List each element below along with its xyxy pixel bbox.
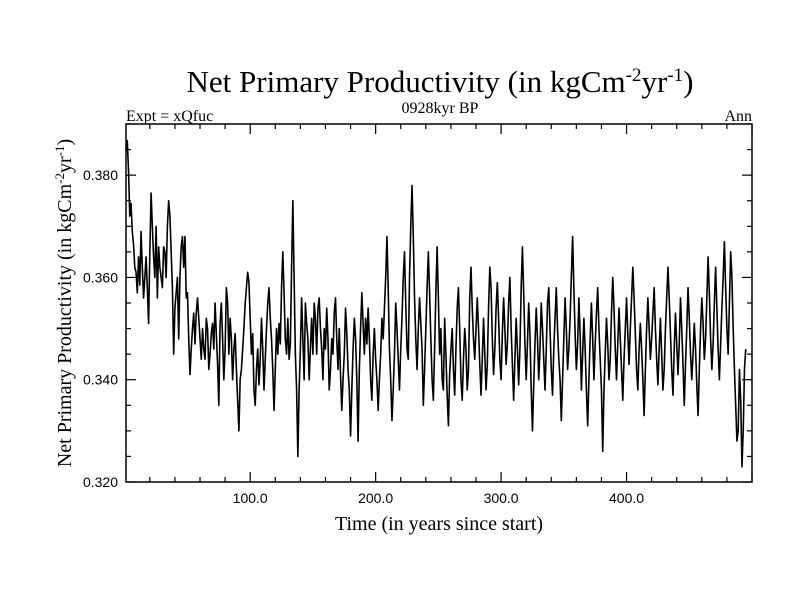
- title-main: Net Primary Productivity (in kgCm: [187, 64, 626, 99]
- chart-title: Net Primary Productivity (in kgCm-2yr-1): [187, 64, 694, 99]
- y-tick-label: 0.320: [83, 474, 118, 490]
- x-tick-label: 300.0: [484, 490, 519, 506]
- season-label: Ann: [724, 108, 752, 125]
- x-tick-label: 400.0: [609, 490, 644, 506]
- y-axis-label: Net Primary Productivity (in kgCm-2yr-1): [52, 139, 76, 467]
- ylabel-mid: yr: [54, 156, 76, 173]
- y-tick-label: 0.360: [83, 269, 118, 285]
- npp-series-line: [125, 139, 747, 468]
- title-sup-2: -1: [667, 65, 683, 86]
- y-tick-label: 0.340: [83, 372, 118, 388]
- x-axis-ticks: 100.0 200.0 300.0 400.0: [149, 124, 753, 506]
- ylabel-sup-2: -1: [52, 146, 67, 157]
- x-tick-label: 200.0: [358, 490, 393, 506]
- ylabel-end: ): [54, 139, 76, 146]
- period-label: 0928kyr BP: [402, 100, 479, 117]
- title-mid: yr: [641, 64, 668, 99]
- ylabel-main: Net Primary Productivity (in kgCm: [54, 183, 76, 467]
- expt-label: Expt = xQfuc: [126, 108, 213, 125]
- x-tick-label: 100.0: [233, 490, 268, 506]
- y-tick-label: 0.380: [83, 167, 118, 183]
- title-end: ): [683, 64, 693, 99]
- ylabel-sup-1: -2: [52, 173, 67, 184]
- y-axis-ticks: 0.320 0.340 0.360 0.380: [83, 123, 752, 490]
- title-sup-1: -2: [626, 65, 642, 86]
- x-axis-label: Time (in years since start): [335, 513, 543, 535]
